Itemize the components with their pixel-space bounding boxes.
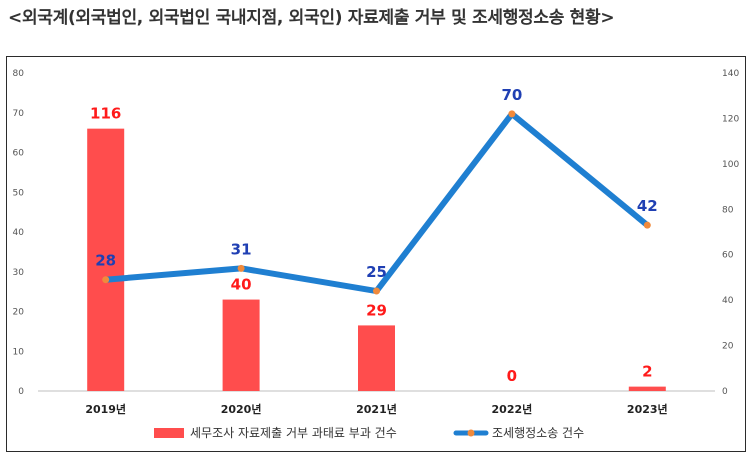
right-axis-tick: 140: [722, 69, 739, 79]
right-axis-tick: 40: [722, 296, 734, 306]
bar: [87, 128, 125, 391]
line-point: [508, 110, 516, 118]
category-label: 2022년: [492, 402, 533, 416]
category-label: 2019년: [85, 402, 126, 416]
category-label: 2020년: [221, 402, 262, 416]
bar: [358, 325, 395, 391]
right-axis-tick: 80: [722, 205, 734, 215]
legend-bar-swatch: [154, 428, 184, 438]
line-point: [373, 287, 380, 295]
right-axis-tick: 120: [722, 114, 739, 124]
line-point: [102, 276, 110, 284]
left-axis-tick: 70: [13, 109, 25, 119]
chart-title: <외국계(외국법인, 외국법인 국내지점, 외국인) 자료제출 거부 및 조세행…: [8, 8, 615, 28]
left-axis-tick: 10: [13, 347, 25, 357]
left-axis-tick: 20: [13, 308, 25, 318]
bar-data-label: 0: [507, 367, 517, 385]
line-data-label: 42: [637, 197, 658, 215]
line-point: [237, 264, 245, 272]
left-axis-tick: 30: [13, 268, 25, 278]
bar-data-label: 116: [90, 105, 121, 123]
line-data-label: 28: [95, 252, 116, 270]
line-data-label: 70: [501, 86, 522, 104]
legend-bar-label: 세무조사 자료제출 거부 과태료 부과 건수: [190, 426, 397, 440]
right-axis-tick: 0: [722, 387, 728, 397]
bar-data-label: 2: [642, 363, 652, 381]
left-axis-tick: 60: [13, 149, 25, 159]
line-data-label: 31: [231, 240, 252, 258]
category-label: 2023년: [627, 402, 668, 416]
bar-data-label: 40: [231, 276, 252, 294]
bar: [222, 299, 260, 391]
category-label: 2021년: [356, 402, 397, 416]
right-axis-tick: 100: [722, 160, 739, 170]
bar-data-label: 29: [366, 301, 387, 319]
right-axis-tick: 60: [722, 251, 734, 261]
legend-line-label: 조세행정소송 건수: [492, 425, 584, 440]
bar: [628, 386, 666, 391]
legend-line-marker: [467, 429, 475, 437]
left-axis-tick: 0: [18, 387, 24, 397]
left-axis-tick: 40: [13, 228, 25, 238]
left-axis-tick: 50: [13, 188, 25, 198]
right-axis-tick: 20: [722, 342, 734, 352]
line-point: [643, 221, 651, 229]
left-axis-tick: 80: [13, 69, 25, 79]
line-data-label: 25: [366, 263, 387, 281]
